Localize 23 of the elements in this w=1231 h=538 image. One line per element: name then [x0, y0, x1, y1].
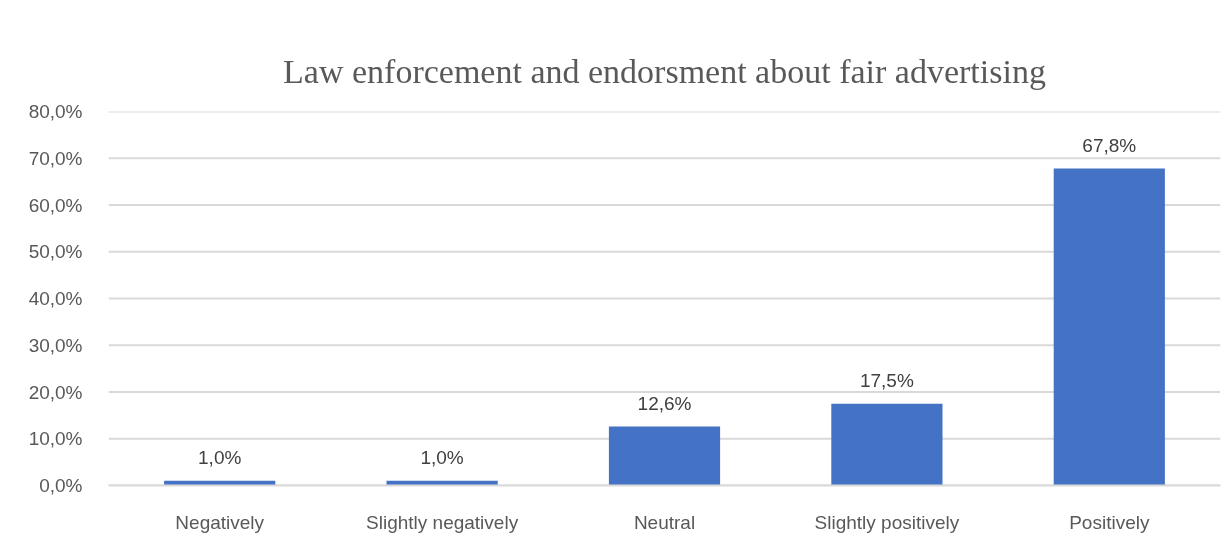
y-tick-label: 0,0%	[39, 475, 83, 496]
bar	[608, 426, 721, 486]
data-label: 67,8%	[1082, 134, 1137, 156]
bar	[831, 403, 943, 486]
bar	[1053, 168, 1165, 486]
y-tick-label: 40,0%	[28, 288, 83, 309]
y-tick-label: 70,0%	[28, 147, 83, 169]
x-tick-label: Slightly positively	[814, 511, 960, 533]
y-tick-label: 10,0%	[28, 428, 83, 450]
x-tick-label: Slightly negatively	[366, 511, 519, 533]
x-tick-label: Negatively	[175, 511, 265, 533]
y-tick-label: 20,0%	[28, 381, 83, 403]
chart-title: Law enforcement and endorsment about fair advertising	[283, 52, 1046, 90]
data-label: 1,0%	[198, 446, 242, 468]
data-label: 1,0%	[420, 446, 464, 468]
y-tick-label: 60,0%	[28, 194, 83, 216]
y-tick-label: 50,0%	[28, 241, 83, 263]
data-label: 17,5%	[859, 369, 914, 391]
x-tick-label: Positively	[1069, 511, 1150, 533]
data-label: 12,6%	[637, 392, 692, 414]
x-tick-label: Neutral	[633, 511, 696, 533]
y-tick-label: 30,0%	[28, 334, 83, 356]
y-tick-label: 80,0%	[28, 101, 83, 122]
